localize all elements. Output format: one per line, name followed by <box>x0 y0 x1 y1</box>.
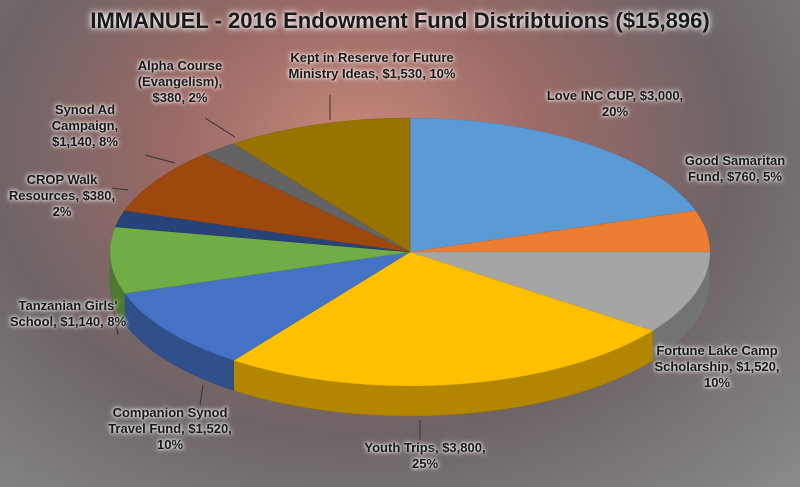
label-amount: $1,530 <box>382 66 423 81</box>
label-name: Companion Synod Travel Fund <box>108 405 228 436</box>
data-label: Good Samaritan Fund, $760, 5% <box>684 153 786 184</box>
label-name: Tanzanian Girls' School <box>9 298 118 329</box>
label-name: Fortune Lake Camp Scholarship <box>654 343 778 374</box>
label-amount: $1,520 <box>736 359 776 374</box>
data-label: Youth Trips, $3,800, 25% <box>364 440 486 471</box>
label-name: Youth Trips <box>364 440 435 455</box>
label-amount: $1,140 <box>60 314 101 329</box>
data-label: Kept in Reserve for Future Ministry Idea… <box>288 50 456 81</box>
leader-line <box>199 384 204 406</box>
leader-lines <box>111 95 421 440</box>
label-percent: 10% <box>703 375 731 390</box>
label-amount: $760 <box>727 169 756 184</box>
slice <box>233 117 411 253</box>
data-label: Alpha Course (Evangelism), $380, 2% <box>137 58 223 105</box>
label-amount: $1,140 <box>52 134 92 149</box>
label-amount: $3,800 <box>442 440 482 455</box>
label-percent: 20% <box>601 104 629 119</box>
slice <box>109 226 411 294</box>
data-label: Synod Ad Campaign, $1,140, 8% <box>51 102 119 149</box>
label-percent: 5% <box>763 169 782 184</box>
leader-line <box>111 299 119 336</box>
label-amount: $1,520 <box>188 421 229 436</box>
data-label: Companion Synod Travel Fund, $1,520, 10% <box>108 405 232 452</box>
label-percent: 2% <box>52 204 72 219</box>
label-percent: 10% <box>156 437 184 452</box>
label-percent: 8% <box>99 134 118 149</box>
label-percent: 8% <box>107 314 127 329</box>
label-name: Kept in Reserve for Future Ministry Idea… <box>288 50 454 81</box>
slice <box>233 251 654 387</box>
label-percent: 10% <box>429 66 456 81</box>
label-amount: $380 <box>82 188 112 203</box>
leader-line <box>144 154 176 164</box>
data-label: CROP Walk Resources, $380, 2% <box>8 172 116 219</box>
leader-line <box>111 187 129 191</box>
label-name: CROP Walk Resources <box>8 172 98 203</box>
data-label: Love INC CUP, $3,000, 20% <box>546 88 684 119</box>
label-percent: 25% <box>411 456 439 471</box>
label-name: Love INC CUP <box>546 88 633 103</box>
chart-title: IMMANUEL - 2016 Endowment Fund Distribtu… <box>90 8 710 33</box>
data-label: Tanzanian Girls' School, $1,140, 8% <box>9 298 127 329</box>
data-label: Fortune Lake Camp Scholarship, $1,520, 1… <box>654 343 780 390</box>
leader-line <box>204 117 236 138</box>
slice <box>124 154 411 253</box>
label-name: Synod Ad Campaign <box>51 102 116 133</box>
label-name: Good Samaritan Fund <box>684 153 786 184</box>
slice <box>409 117 696 253</box>
label-name: Alpha Course (Evangelism) <box>137 58 223 89</box>
slice <box>124 251 411 361</box>
label-amount: $3,000 <box>639 88 680 103</box>
label-amount: $380 <box>152 90 182 105</box>
label-percent: 2% <box>188 90 208 105</box>
pie-tops <box>109 117 711 387</box>
slice <box>409 251 711 332</box>
